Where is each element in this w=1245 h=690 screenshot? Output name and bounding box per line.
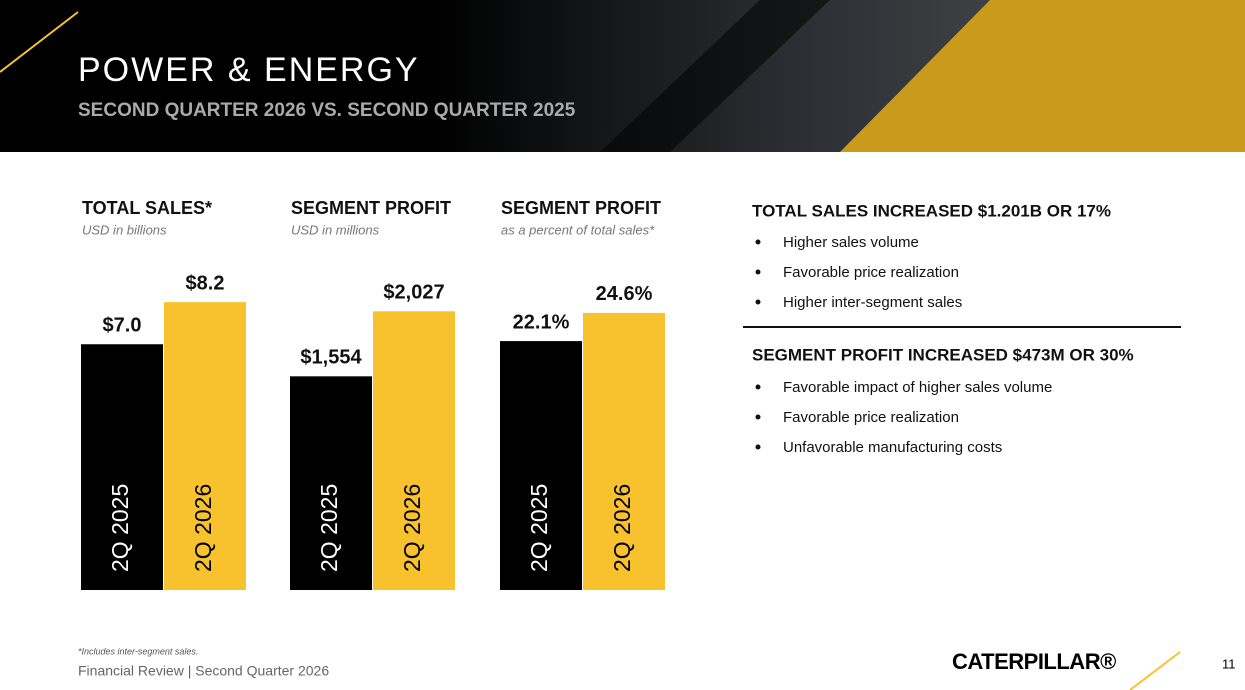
bar — [290, 376, 372, 590]
highlight-bullet: Favorable price realization — [783, 409, 959, 426]
category-label: 2Q 2025 — [526, 484, 552, 572]
chart-title: SEGMENT PROFIT — [501, 198, 661, 218]
chart-subtitle: USD in millions — [291, 222, 380, 237]
value-label: $8.2 — [186, 272, 225, 294]
highlight-bullet: Favorable impact of higher sales volume — [783, 379, 1052, 396]
page-subtitle: SECOND QUARTER 2026 VS. SECOND QUARTER 2… — [78, 100, 576, 121]
value-label: $1,554 — [300, 347, 362, 369]
highlight-heading: TOTAL SALES INCREASED $1.201B OR 17% — [752, 201, 1111, 220]
footer-accent — [1129, 651, 1181, 690]
value-label: $7.0 — [103, 315, 142, 337]
bar — [81, 344, 163, 590]
chart-title: TOTAL SALES* — [82, 198, 212, 218]
bar — [500, 341, 582, 590]
bar — [373, 311, 455, 590]
value-label: $2,027 — [383, 282, 444, 304]
page-number: 11 — [1222, 656, 1236, 671]
category-label: 2Q 2026 — [399, 484, 425, 572]
highlight-bullet: Higher sales volume — [783, 234, 919, 251]
highlights: TOTAL SALES INCREASED $1.201B OR 17% Hig… — [743, 201, 1181, 456]
category-label: 2Q 2026 — [190, 484, 216, 572]
chart-subtitle: as a percent of total sales* — [501, 222, 655, 237]
highlight-bullet: Favorable price realization — [783, 264, 959, 281]
bar — [583, 312, 665, 590]
highlight-bullet: Higher inter-segment sales — [783, 294, 962, 311]
value-label: 24.6% — [596, 283, 653, 305]
category-label: 2Q 2025 — [107, 484, 133, 572]
chart-title: SEGMENT PROFIT — [291, 198, 451, 218]
bullet — [755, 269, 761, 275]
bullet — [755, 444, 761, 450]
bar — [164, 302, 246, 590]
page-title: POWER & ENERGY — [78, 51, 420, 89]
charts: TOTAL SALES* USD in billions $7.0 2Q 2025 $8… — [81, 198, 665, 590]
category-label: 2Q 2026 — [609, 484, 635, 572]
bullet — [755, 239, 761, 245]
category-label: 2Q 2025 — [316, 484, 342, 572]
highlight-heading: SEGMENT PROFIT INCREASED $473M OR 30% — [752, 345, 1134, 364]
value-label: 22.1% — [513, 311, 570, 333]
header-photo-generator — [840, 0, 1245, 152]
logo: CATERPILLAR® — [952, 649, 1116, 674]
bullet — [755, 299, 761, 305]
chart-subtitle: USD in billions — [82, 222, 167, 237]
bullet — [755, 414, 761, 420]
footer-text: Financial Review | Second Quarter 2026 — [78, 663, 329, 679]
header-accent — [0, 11, 79, 73]
header-shade — [600, 0, 830, 152]
bullet — [755, 384, 761, 390]
highlight-bullet: Unfavorable manufacturing costs — [783, 439, 1002, 456]
footnote: *Includes inter-segment sales. — [78, 646, 198, 656]
